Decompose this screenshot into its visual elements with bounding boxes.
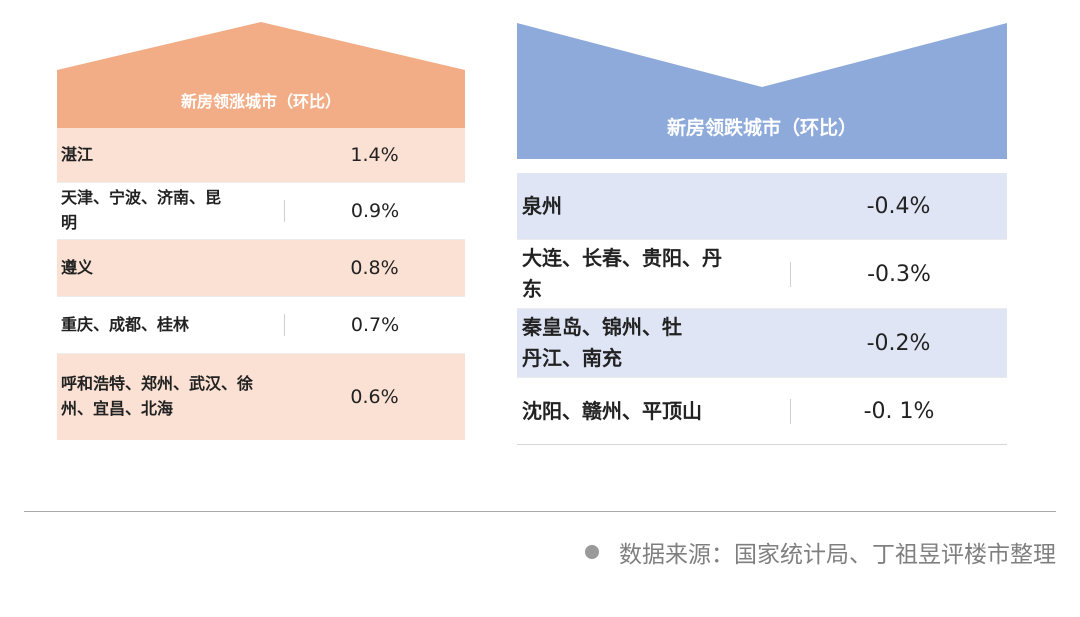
table-row: 秦皇岛、锦州、牡丹江、南充 -0.2%: [517, 309, 1007, 377]
city-names: 遵义: [61, 257, 94, 277]
circle-bullet-icon: [585, 545, 599, 559]
table-row: 遵义 0.8%: [57, 240, 465, 296]
growth-value: 0.6%: [350, 386, 399, 408]
table-row: 重庆、成都、桂林 0.7%: [57, 296, 465, 354]
table-row: 湛江 1.4%: [57, 128, 465, 182]
table-row: 泉州 -0.4%: [517, 173, 1007, 239]
falling-cities-panel: 新房领跌城市（环比） 泉州 -0.4% 大连、长春、贵阳、丹东 -0.3% 秦皇…: [517, 23, 1007, 445]
falling-table-title: 新房领跌城市（环比）: [666, 117, 857, 139]
source-text: 数据来源：国家统计局、丁祖昱评楼市整理: [619, 542, 1056, 568]
table-row: 天津、宁波、济南、昆明 0.9%: [57, 182, 465, 240]
city-names: 天津、宁波、济南、昆明: [61, 188, 222, 232]
decline-value: -0. 1%: [790, 398, 1007, 424]
city-names: 呼和浩特、郑州、武汉、徐州、宜昌、北海: [61, 374, 254, 418]
falling-table: 泉州 -0.4% 大连、长春、贵阳、丹东 -0.3% 秦皇岛、锦州、牡丹江、南充…: [517, 173, 1007, 445]
city-names: 沈阳、赣州、平顶山: [522, 398, 702, 423]
city-names: 湛江: [61, 144, 94, 164]
city-names: 重庆、成都、桂林: [61, 314, 190, 334]
decline-value: -0.4%: [866, 193, 931, 219]
growth-value: 0.7%: [284, 314, 465, 336]
rising-table: 湛江 1.4% 天津、宁波、济南、昆明 0.9% 遵义 0.8% 重庆、成都、桂…: [57, 128, 465, 440]
table-row: 沈阳、赣州、平顶山 -0. 1%: [517, 377, 1007, 445]
decline-value: -0.3%: [790, 261, 1007, 287]
rising-cities-panel: 新房领涨城市（环比） 湛江 1.4% 天津、宁波、济南、昆明 0.9% 遵义 0…: [57, 22, 465, 440]
city-names: 泉州: [522, 193, 562, 218]
falling-header-arrow: [517, 23, 1007, 159]
growth-value: 0.9%: [284, 200, 465, 222]
city-names: 大连、长春、贵阳、丹东: [522, 246, 722, 301]
rising-header-arrow: [57, 22, 465, 128]
growth-value: 1.4%: [350, 144, 399, 166]
rising-table-title: 新房领涨城市（环比）: [180, 92, 341, 111]
footer-divider: [24, 511, 1056, 512]
data-source-note: 数据来源：国家统计局、丁祖昱评楼市整理: [585, 535, 1056, 569]
city-names: 秦皇岛、锦州、牡丹江、南充: [522, 315, 682, 370]
table-row: 大连、长春、贵阳、丹东 -0.3%: [517, 239, 1007, 309]
table-row: 呼和浩特、郑州、武汉、徐州、宜昌、北海 0.6%: [57, 354, 465, 440]
growth-value: 0.8%: [350, 257, 399, 279]
decline-value: -0.2%: [866, 330, 931, 356]
